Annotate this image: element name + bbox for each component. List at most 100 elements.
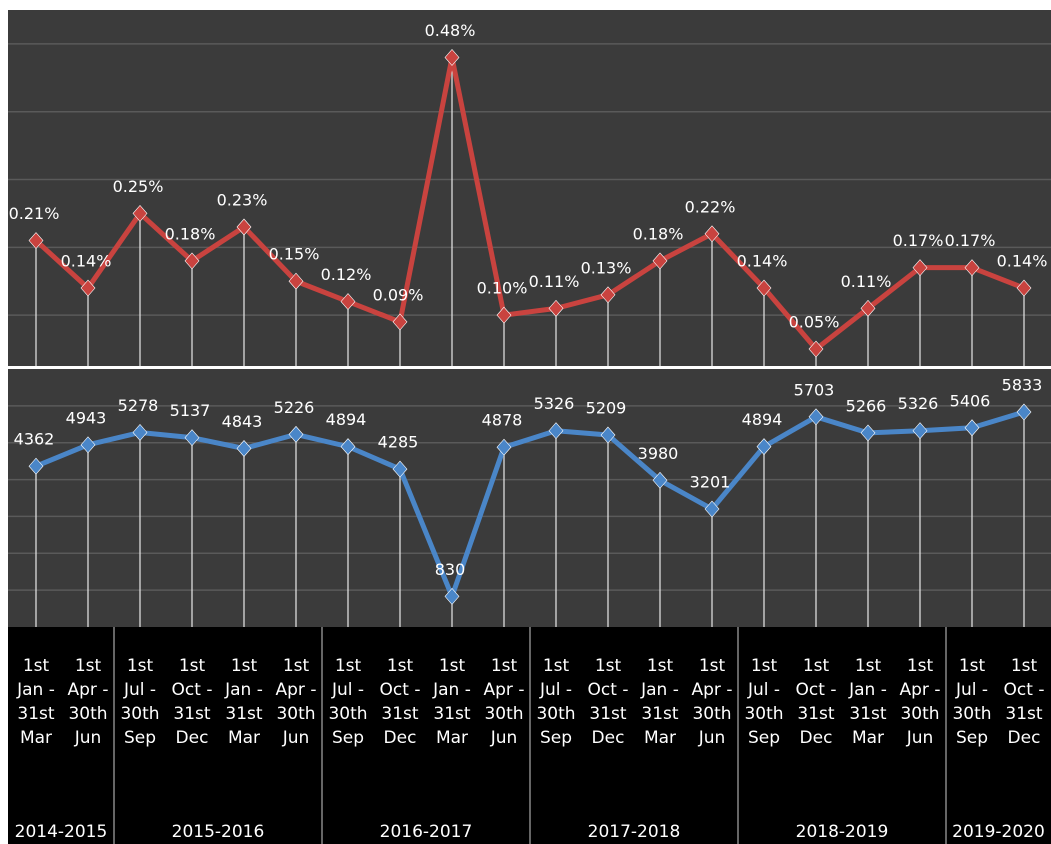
x-tick-label: 1st bbox=[231, 656, 258, 676]
x-tick-label: Jul - bbox=[331, 680, 364, 700]
data-label: 830 bbox=[435, 560, 466, 579]
marker bbox=[132, 204, 148, 222]
marker bbox=[964, 259, 980, 277]
x-tick-label: Oct - bbox=[588, 680, 629, 700]
data-label: 5226 bbox=[274, 398, 315, 417]
marker bbox=[28, 232, 44, 250]
x-tick-label: Sep bbox=[540, 728, 572, 748]
x-tick-label: 31st bbox=[225, 704, 262, 724]
data-label: 5209 bbox=[586, 399, 627, 418]
x-tick-label: Jul - bbox=[955, 680, 988, 700]
marker bbox=[652, 471, 668, 489]
group-label: 2017-2018 bbox=[588, 822, 681, 842]
x-tick-label: 31st bbox=[381, 704, 418, 724]
marker bbox=[548, 422, 564, 440]
x-tick-label: 1st bbox=[959, 656, 986, 676]
group-label: 2019-2020 bbox=[952, 822, 1045, 842]
x-tick-label: 30th bbox=[900, 704, 939, 724]
marker bbox=[1016, 279, 1032, 297]
data-label: 4894 bbox=[742, 410, 783, 429]
x-tick-label: 30th bbox=[692, 704, 731, 724]
x-tick-label: 1st bbox=[699, 656, 726, 676]
x-tick-label: Jan - bbox=[16, 680, 55, 700]
x-tick-label: Dec bbox=[384, 728, 417, 748]
series-line bbox=[35, 409, 1025, 599]
x-tick-label: 31st bbox=[1005, 704, 1042, 724]
data-label: 0.14% bbox=[61, 252, 112, 271]
marker bbox=[184, 252, 200, 270]
marker bbox=[704, 225, 720, 243]
x-tick-label: 31st bbox=[849, 704, 886, 724]
marker bbox=[392, 313, 408, 331]
x-tick-label: 30th bbox=[744, 704, 783, 724]
x-tick-label: 1st bbox=[595, 656, 622, 676]
x-tick-label: 30th bbox=[120, 704, 159, 724]
marker bbox=[184, 429, 200, 447]
marker bbox=[600, 426, 616, 444]
data-label: 0.14% bbox=[737, 252, 788, 271]
x-tick-label: Jul - bbox=[123, 680, 156, 700]
data-label: 0.48% bbox=[425, 21, 476, 40]
x-tick-label: 1st bbox=[1011, 656, 1038, 676]
marker bbox=[1016, 403, 1032, 421]
x-tick-label: 1st bbox=[23, 656, 50, 676]
data-label: 0.09% bbox=[373, 285, 424, 304]
x-tick-label: Dec bbox=[592, 728, 625, 748]
x-tick-label: Jan - bbox=[848, 680, 887, 700]
x-tick-label: 31st bbox=[797, 704, 834, 724]
x-tick-label: Jul - bbox=[747, 680, 780, 700]
data-label: 5326 bbox=[898, 394, 939, 413]
marker bbox=[756, 438, 772, 456]
x-tick-label: Apr - bbox=[484, 680, 525, 700]
x-tick-label: Mar bbox=[436, 728, 468, 748]
x-tick-label: Oct - bbox=[172, 680, 213, 700]
x-tick-label: 1st bbox=[387, 656, 414, 676]
group-label: 2015-2016 bbox=[172, 822, 265, 842]
x-tick-label: Sep bbox=[332, 728, 364, 748]
x-tick-label: Jun bbox=[282, 728, 310, 748]
x-tick-label: Jan - bbox=[640, 680, 679, 700]
group-label: 2016-2017 bbox=[380, 822, 473, 842]
data-label: 4843 bbox=[222, 412, 263, 431]
x-tick-label: Jan - bbox=[432, 680, 471, 700]
data-label: 5703 bbox=[794, 380, 835, 399]
marker bbox=[860, 299, 876, 317]
x-tick-label: Mar bbox=[228, 728, 260, 748]
x-tick-label: Apr - bbox=[276, 680, 317, 700]
marker bbox=[392, 460, 408, 478]
x-tick-label: 1st bbox=[855, 656, 882, 676]
x-tick-label: 30th bbox=[328, 704, 367, 724]
data-label: 4878 bbox=[482, 411, 523, 430]
data-label: 0.12% bbox=[321, 265, 372, 284]
data-label: 0.23% bbox=[217, 190, 268, 209]
x-tick-label: Jun bbox=[698, 728, 726, 748]
x-tick-label: 30th bbox=[68, 704, 107, 724]
data-label: 3980 bbox=[638, 444, 679, 463]
x-tick-label: Mar bbox=[852, 728, 884, 748]
marker bbox=[28, 457, 44, 475]
x-tick-label: 30th bbox=[276, 704, 315, 724]
data-label: 0.25% bbox=[113, 177, 164, 196]
x-tick-label: 1st bbox=[127, 656, 154, 676]
x-tick-label: Oct - bbox=[796, 680, 837, 700]
x-tick-label: Jul - bbox=[539, 680, 572, 700]
marker bbox=[808, 408, 824, 426]
x-tick-label: 1st bbox=[543, 656, 570, 676]
data-label: 0.17% bbox=[945, 231, 996, 250]
x-tick-label: Apr - bbox=[692, 680, 733, 700]
x-tick-label: Sep bbox=[748, 728, 780, 748]
data-label: 5278 bbox=[118, 396, 159, 415]
data-label: 0.18% bbox=[165, 224, 216, 243]
x-tick-label: Sep bbox=[956, 728, 988, 748]
data-label: 5326 bbox=[534, 394, 575, 413]
x-tick-label: Jan - bbox=[224, 680, 263, 700]
data-label: 0.11% bbox=[841, 272, 892, 291]
group-label: 2014-2015 bbox=[15, 822, 108, 842]
data-label: 0.13% bbox=[581, 258, 632, 277]
x-tick-label: Mar bbox=[20, 728, 52, 748]
x-tick-label: Dec bbox=[176, 728, 209, 748]
data-label: 5266 bbox=[846, 396, 887, 415]
marker bbox=[704, 500, 720, 518]
marker bbox=[600, 286, 616, 304]
